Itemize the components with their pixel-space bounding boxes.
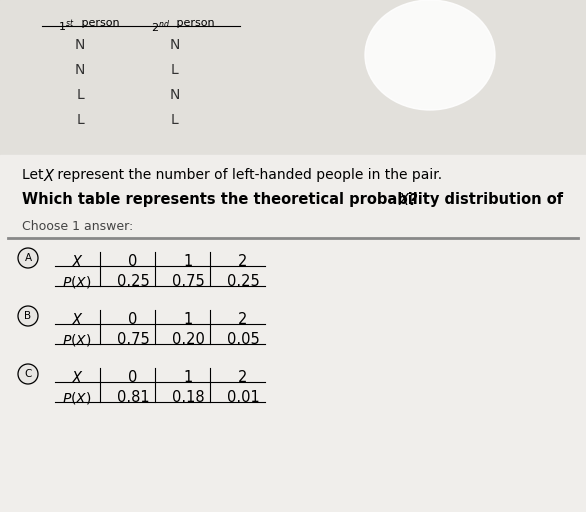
Text: $P(X)$: $P(X)$ (62, 390, 92, 406)
Text: B: B (25, 311, 32, 321)
Text: N: N (170, 38, 180, 52)
Text: L: L (76, 113, 84, 127)
Text: A: A (25, 253, 32, 263)
Text: $X$: $X$ (43, 168, 56, 184)
Text: C: C (24, 369, 32, 379)
Text: 0: 0 (128, 370, 138, 385)
Text: represent the number of left-handed people in the pair.: represent the number of left-handed peop… (53, 168, 442, 182)
Text: 1$^{st}$: 1$^{st}$ (59, 18, 75, 34)
Bar (0, 0, 586, 155)
Text: $X$: $X$ (70, 312, 83, 328)
Text: 0.01: 0.01 (227, 390, 260, 405)
Text: $X$: $X$ (70, 254, 83, 270)
Text: 0.05: 0.05 (227, 332, 260, 347)
Text: 0.20: 0.20 (172, 332, 205, 347)
Text: 1: 1 (183, 370, 193, 385)
Circle shape (18, 306, 38, 326)
Text: Let: Let (22, 168, 48, 182)
Text: $X$: $X$ (70, 370, 83, 386)
Text: 0.75: 0.75 (117, 332, 149, 347)
Text: 0.75: 0.75 (172, 274, 205, 289)
Ellipse shape (365, 0, 495, 110)
Text: 2: 2 (239, 370, 248, 385)
Text: N: N (75, 63, 85, 77)
Circle shape (18, 248, 38, 268)
Text: 2: 2 (239, 254, 248, 269)
Text: 2$^{nd}$: 2$^{nd}$ (151, 18, 170, 35)
Text: 0.25: 0.25 (117, 274, 149, 289)
Text: 2: 2 (239, 312, 248, 327)
Text: N: N (170, 88, 180, 102)
Text: $P(X)$: $P(X)$ (62, 332, 92, 348)
Text: $X$?: $X$? (398, 192, 419, 208)
Text: 0.81: 0.81 (117, 390, 149, 405)
Text: 0.25: 0.25 (227, 274, 260, 289)
Text: Choose 1 answer:: Choose 1 answer: (22, 220, 133, 233)
Text: 0: 0 (128, 254, 138, 269)
Text: $P(X)$: $P(X)$ (62, 274, 92, 290)
Text: 1: 1 (183, 312, 193, 327)
Text: 1: 1 (183, 254, 193, 269)
Text: person: person (173, 18, 214, 28)
Circle shape (18, 364, 38, 384)
Text: 0.18: 0.18 (172, 390, 205, 405)
Text: L: L (76, 88, 84, 102)
Bar (0, 155, 586, 512)
Text: person: person (78, 18, 120, 28)
Text: L: L (171, 113, 179, 127)
Text: L: L (171, 63, 179, 77)
Text: Which table represents the theoretical probability distribution of: Which table represents the theoretical p… (22, 192, 568, 207)
Text: N: N (75, 38, 85, 52)
Text: 0: 0 (128, 312, 138, 327)
